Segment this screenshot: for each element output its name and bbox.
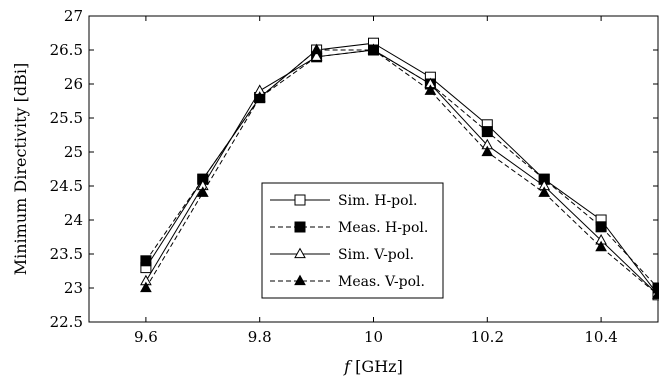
y-tick-label: 25.5: [50, 109, 83, 127]
x-tick-label: 10.2: [471, 328, 504, 346]
data-point: [481, 126, 493, 138]
y-tick-label: 22.5: [50, 313, 83, 331]
data-point: [424, 84, 437, 95]
legend: Sim. H-pol. Meas. H-pol. Sim. V-pol. Meas. …: [261, 182, 444, 299]
y-tick-label: 27: [64, 7, 83, 25]
x-tick-label: 9.6: [134, 328, 158, 346]
data-point: [140, 281, 152, 293]
axes: 9.6 9.8 10 10.2 10.4 22.5 23 23.5 24 24.5 25 25.5 26…: [50, 7, 659, 346]
series-line: [145, 49, 659, 296]
data-point: [538, 186, 551, 197]
y-tick-label: 23: [64, 279, 83, 297]
legend-marker: [294, 221, 306, 233]
x-tick-label: 10.4: [584, 328, 617, 346]
data-point: [367, 43, 380, 55]
legend-label: Sim. V-pol.: [338, 247, 414, 263]
series-line: [145, 49, 659, 296]
data-point: [310, 43, 323, 55]
legend-marker: [294, 194, 306, 206]
data-point: [140, 255, 152, 267]
data-point: [595, 240, 607, 252]
series-layer: [140, 37, 659, 301]
legend-label: Meas. H-pol.: [338, 220, 428, 236]
data-point: [310, 50, 323, 61]
legend-marker: [294, 247, 306, 259]
y-tick-label: 26.5: [50, 41, 83, 59]
data-point: [196, 186, 209, 197]
x-tick-label: 9.8: [248, 328, 272, 346]
series-4: [140, 43, 659, 299]
series-line: [145, 49, 659, 289]
y-tick-label: 25: [64, 143, 83, 161]
data-point: [652, 288, 659, 299]
data-point: [481, 145, 494, 157]
y-tick-label: 24: [64, 211, 83, 229]
x-axis-label: f [GHz]: [343, 357, 403, 376]
legend-box: [261, 182, 444, 299]
legend-label: Meas. V-pol.: [338, 274, 425, 290]
y-tick-label: 24.5: [50, 177, 83, 195]
legend-label: Sim. H-pol.: [338, 193, 418, 209]
y-tick-label: 26: [64, 75, 83, 93]
x-tick-label: 10: [364, 328, 383, 346]
data-point: [595, 221, 607, 233]
data-point: [253, 91, 266, 102]
y-tick-label: 23.5: [50, 245, 83, 263]
y-axis-label: Minimum Directivity [dBi]: [11, 63, 30, 276]
legend-marker: [294, 274, 306, 286]
